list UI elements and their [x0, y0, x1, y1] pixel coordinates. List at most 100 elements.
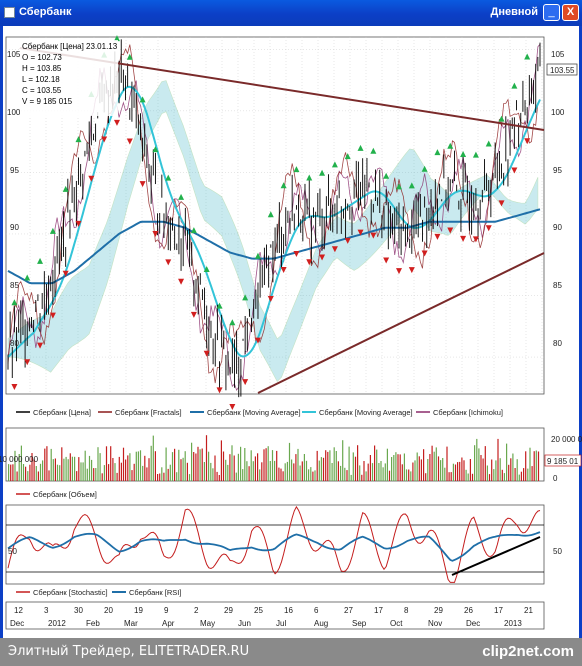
price-tick-right-105: 105 [551, 50, 565, 59]
volume-bar [50, 448, 52, 481]
bearish-fractal [447, 227, 454, 234]
date-month-label: Oct [390, 619, 403, 628]
oscillator-panel [5, 504, 545, 585]
volume-bar [257, 453, 259, 481]
volume-bar [301, 461, 303, 481]
volume-bar [240, 446, 242, 481]
bullish-fractal [344, 153, 351, 160]
volume-bar [316, 450, 318, 481]
volume-bar [506, 443, 508, 481]
volume-bar [393, 455, 395, 481]
bearish-fractal [357, 229, 364, 236]
legend-ichimoku: Сбербанк [Ichimoku] [433, 408, 503, 417]
volume-bar [212, 468, 214, 481]
volume-bar [174, 448, 176, 481]
support-trendline[interactable] [257, 252, 545, 394]
volume-bar [331, 463, 333, 481]
date-day-label: 8 [404, 606, 409, 615]
bullish-fractal [178, 193, 185, 200]
volume-bar [359, 465, 361, 481]
volume-bar [46, 446, 48, 481]
bullish-fractal [421, 165, 428, 172]
bullish-fractal [126, 53, 133, 60]
date-day-label: 17 [374, 606, 383, 615]
volume-bar [350, 474, 352, 481]
volume-bar [220, 440, 222, 481]
bearish-fractal [331, 246, 338, 253]
volume-bar [222, 451, 225, 481]
volume-bar [131, 470, 133, 481]
volume-bar [218, 475, 220, 481]
date-day-label: 3 [44, 606, 49, 615]
volume-bar [52, 459, 54, 481]
volume-bar [314, 470, 316, 481]
date-month-label: May [200, 619, 215, 628]
volume-bar [227, 464, 229, 481]
price-tick-left-85: 85 [10, 281, 19, 290]
bullish-fractal [165, 174, 172, 181]
bearish-fractal [75, 220, 82, 227]
bearish-fractal [101, 136, 108, 143]
volume-bar [295, 454, 297, 481]
volume-bar [480, 455, 482, 481]
volume-bars [8, 435, 540, 481]
date-month-label: Nov [428, 619, 442, 628]
volume-bar [448, 472, 450, 481]
bullish-fractal [434, 149, 441, 156]
volume-bar [361, 474, 363, 481]
volume-bar [501, 469, 503, 481]
volume-bar [397, 454, 399, 481]
volume-bar [86, 468, 88, 481]
period-selector[interactable]: Дневной [490, 6, 539, 18]
bullish-fractal [280, 182, 287, 189]
bearish-fractal [498, 200, 505, 207]
bullish-fractal [408, 182, 415, 189]
volume-bar [105, 446, 108, 481]
volume-bar [97, 447, 99, 481]
price-tick-right-100: 100 [551, 108, 565, 117]
volume-bar [201, 448, 203, 481]
bearish-fractal [11, 384, 18, 391]
bearish-fractal [421, 250, 428, 257]
volume-bar [82, 462, 84, 481]
volume-bar [450, 472, 452, 481]
volume-bar [22, 464, 25, 481]
close-button[interactable]: X [562, 4, 579, 21]
date-month-label: Mar [124, 619, 138, 628]
date-day-label: 27 [344, 606, 353, 615]
volume-bar [148, 458, 150, 481]
volume-bar [116, 472, 118, 481]
volume-bar [410, 471, 412, 481]
volume-bar [367, 463, 369, 481]
volume-bar [348, 446, 350, 481]
price-tick-right-95: 95 [553, 166, 562, 175]
volume-bar [465, 469, 467, 481]
legend-fractals: Сбербанк [Fractals] [115, 408, 182, 417]
volume-bar [457, 462, 459, 481]
volume-bar [486, 465, 488, 481]
volume-bar [178, 449, 180, 481]
bearish-fractal [280, 266, 287, 273]
current-volume-label: 9 185 01 [547, 457, 579, 466]
volume-bar [278, 467, 280, 481]
bearish-fractal [178, 278, 185, 285]
minimize-button[interactable]: _ [543, 4, 560, 21]
volume-bar [229, 454, 231, 481]
bearish-fractal [37, 342, 44, 349]
volume-bar [78, 457, 80, 481]
volume-bar [76, 471, 78, 481]
footer-text: Элитный Трейдер, ELITETRADER.RU [8, 644, 250, 659]
legend-rsi: Сбербанк [RSI] [129, 588, 181, 597]
volume-bar [167, 468, 169, 481]
volume-bar [10, 464, 12, 481]
volume-bar [414, 460, 416, 481]
volume-bar [510, 458, 512, 481]
bullish-fractal [511, 82, 518, 89]
volume-bar [169, 464, 171, 481]
volume-bar [195, 453, 197, 481]
rsi-trendline[interactable] [451, 536, 541, 576]
volume-bar [31, 453, 33, 481]
bullish-fractal [524, 53, 531, 60]
volume-bar [514, 468, 516, 481]
bearish-fractal [306, 259, 313, 266]
